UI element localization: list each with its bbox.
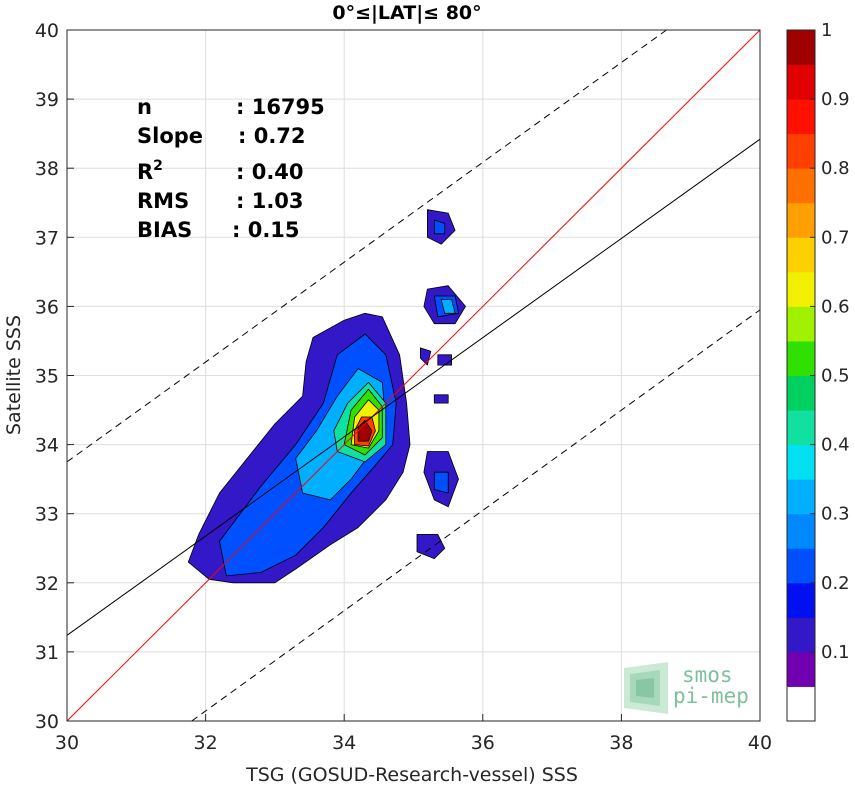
y-tick-label: 31 (35, 642, 59, 664)
colorbar-tick-label: 0.4 (821, 435, 850, 456)
y-tick-label: 36 (35, 296, 59, 318)
stat-value: : 16795 (236, 95, 325, 119)
colorbar-tick-labels: 0.1 0.2 0.3 0.4 0.5 0.6 0.7 0.8 0.9 1 (810, 20, 850, 663)
logo-mark-icon (624, 662, 668, 714)
y-tick-label: 38 (35, 158, 59, 180)
density-contour (440, 299, 456, 314)
colorbar-tick-label: 0.1 (821, 642, 850, 663)
x-axis-label: TSG (GOSUD-Research-vessel) SSS (245, 764, 578, 786)
y-tick-label: 35 (35, 366, 59, 388)
colorbar-segment (787, 513, 815, 549)
x-tick-label: 30 (55, 732, 79, 754)
statistics-box: n : 16795 Slope : 0.72 R2 : 0.40 RMS : 1.03 BIAS… (137, 95, 325, 242)
colorbar-tick-label: 0.7 (821, 227, 850, 248)
upper-bound-line (66, 29, 667, 463)
x-tick-label: 32 (194, 732, 218, 754)
colorbar-segment (787, 444, 815, 480)
y-tick-labels: 30 31 32 33 34 35 36 37 38 39 40 (35, 20, 74, 733)
one-to-one-line (66, 29, 761, 722)
x-tick-label: 40 (748, 732, 772, 754)
y-tick-label: 34 (35, 435, 59, 457)
stat-label: BIAS (137, 218, 192, 242)
y-tick-label: 33 (35, 504, 59, 526)
density-contour (416, 534, 446, 559)
colorbar-segment (787, 64, 815, 100)
y-tick-label: 32 (35, 573, 59, 595)
colorbar-tick-label: 0.3 (821, 504, 850, 525)
y-tick-label: 39 (35, 89, 59, 111)
stat-label: n (137, 95, 152, 119)
colorbar-segment (787, 375, 815, 411)
stat-value: : 1.03 (236, 189, 304, 213)
colorbar-segment (787, 651, 815, 687)
colorbar-segment (787, 99, 815, 135)
colorbar-tick-label: 0.8 (821, 158, 850, 179)
colorbar-segment (787, 133, 815, 169)
density-contour (433, 471, 449, 494)
regression-line (66, 138, 761, 636)
colorbar-segment (787, 30, 815, 66)
x-tick-label: 34 (332, 732, 356, 754)
colorbar-segment (787, 168, 815, 204)
density-contour (419, 347, 432, 366)
stat-label: R2 (137, 158, 163, 184)
logo-text-pimep: pi-mep (673, 684, 749, 708)
colorbar-segment (787, 306, 815, 342)
colorbar-segment (787, 410, 815, 446)
colorbar-tick-label: 0.6 (821, 296, 850, 317)
colorbar-segment (787, 479, 815, 515)
lower-bound-line (191, 309, 761, 722)
x-tick-label: 36 (471, 732, 495, 754)
smos-pi-mep-logo: smos pi-mep (624, 662, 749, 714)
stat-label: Slope (137, 124, 203, 148)
y-tick-label: 37 (35, 227, 59, 249)
x-tick-label: 38 (609, 732, 633, 754)
colorbar-tick-label: 1 (821, 20, 832, 41)
colorbar-segment (787, 686, 815, 722)
density-contours (187, 209, 466, 584)
x-tick-labels: 30 32 34 36 38 40 (55, 714, 772, 754)
y-tick-label: 40 (35, 20, 59, 42)
colorbar-segment (787, 271, 815, 307)
logo-text-smos: smos (682, 663, 733, 687)
density-contour (437, 354, 453, 366)
colorbar (786, 29, 816, 722)
colorbar-segment (787, 237, 815, 273)
colorbar-tick-label: 0.2 (821, 573, 850, 594)
colorbar-segment (787, 340, 815, 376)
stat-value: : 0.40 (236, 160, 304, 184)
stat-label: RMS (137, 189, 189, 213)
density-contour (357, 419, 373, 442)
colorbar-segment (787, 617, 815, 653)
y-axis-label: Satellite SSS (3, 315, 25, 435)
colorbar-segment (787, 582, 815, 618)
colorbar-segment (787, 202, 815, 238)
stat-value: : 0.15 (232, 218, 300, 242)
chart-title: 0°≤|LAT|≤ 80° (332, 2, 481, 24)
density-contour (433, 219, 446, 235)
colorbar-tick-label: 0.9 (821, 89, 850, 110)
y-tick-label: 30 (35, 711, 59, 733)
density-contour (433, 394, 449, 404)
stat-value: : 0.72 (238, 124, 306, 148)
fit-lines (66, 29, 761, 722)
colorbar-segment (787, 548, 815, 584)
colorbar-tick-label: 0.5 (821, 366, 850, 387)
